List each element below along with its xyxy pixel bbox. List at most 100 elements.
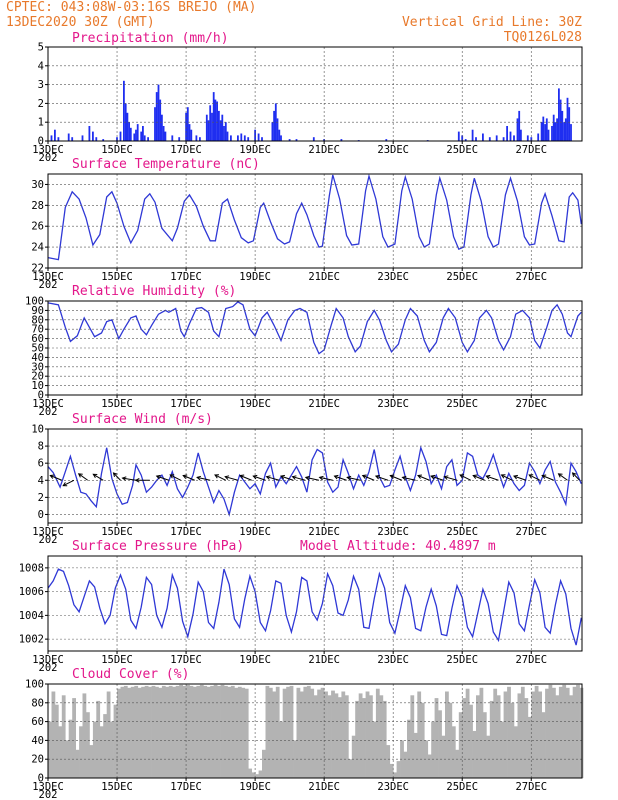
- y-tick-label: 4: [38, 475, 44, 487]
- cloud-bar: [51, 691, 56, 778]
- cloud-bar: [227, 686, 232, 778]
- panel-surface-pressure: 1002 1004 1006 1008 13DEC 15DEC 17DEC 19DEC 21DE…: [19, 539, 583, 674]
- cloud-bar: [282, 688, 287, 778]
- precip-bar: [199, 137, 201, 141]
- y-tick-label: 0: [38, 509, 44, 521]
- precip-bar: [218, 110, 220, 141]
- cloud-bar: [172, 686, 177, 778]
- x-tick-label: 15DEC: [101, 654, 133, 666]
- wind-arrowhead: [77, 473, 83, 478]
- cloud-bar: [286, 686, 290, 778]
- cloud-bar: [289, 685, 294, 778]
- y-tick-label: 30: [31, 179, 44, 191]
- cloud-bar: [68, 719, 73, 778]
- precip-bar: [209, 105, 212, 141]
- y-tick-label: 28: [31, 200, 44, 212]
- x-tick-label: 15DEC: [101, 144, 133, 156]
- precip-bar: [547, 129, 550, 141]
- precip-bar: [71, 137, 74, 141]
- wind-arrowhead: [485, 474, 491, 480]
- cloud-bar: [196, 685, 201, 778]
- x-tick-sub-label: 202: [39, 662, 58, 674]
- cloud-bar: [472, 731, 477, 778]
- precip-bar: [564, 118, 567, 141]
- x-tick-label: 27DEC: [515, 526, 547, 538]
- precip-bar: [312, 137, 315, 141]
- cloud-bar: [469, 704, 473, 778]
- cloud-bar: [54, 704, 59, 778]
- wind-vector: [292, 476, 306, 481]
- cloud-bar: [465, 688, 470, 778]
- wind-vector: [347, 476, 361, 481]
- precip-bar: [243, 135, 246, 141]
- wind-arrowhead: [430, 474, 436, 480]
- precip-bar: [464, 139, 467, 141]
- y-tick-label: 0: [38, 773, 44, 785]
- wind-arrowhead: [361, 474, 367, 479]
- cloud-bar: [258, 770, 263, 778]
- cloud-bar: [396, 761, 401, 778]
- cloud-bar: [555, 695, 560, 778]
- wind-vector: [417, 475, 430, 481]
- cloud-bar: [296, 687, 301, 778]
- series-line: [47, 173, 582, 261]
- precip-bar: [261, 137, 263, 141]
- y-tick-label: 40: [31, 735, 44, 747]
- wind-vector: [402, 476, 416, 481]
- cloud-bar: [403, 751, 408, 778]
- wind-arrowhead: [304, 475, 310, 481]
- wind-vector: [169, 474, 182, 481]
- x-tick-label: 17DEC: [170, 144, 202, 156]
- precip-bar: [457, 131, 460, 141]
- precip-bar: [226, 131, 229, 141]
- plot-frame: [47, 428, 583, 524]
- cloud-bar: [251, 772, 256, 778]
- cloud-bar: [189, 685, 194, 778]
- wind-vector: [528, 474, 541, 481]
- cloud-bar: [545, 688, 549, 778]
- cloud-bar: [241, 687, 246, 778]
- precip-bar: [178, 137, 181, 141]
- cloud-bar: [445, 691, 449, 778]
- cloud-bar: [489, 700, 494, 778]
- precip-bar: [123, 80, 125, 141]
- precip-bar: [552, 114, 555, 141]
- wind-arrowhead: [182, 474, 188, 479]
- x-tick-label: 17DEC: [170, 654, 202, 666]
- cloud-bar: [234, 687, 239, 778]
- x-tick-sub-label: 202: [39, 406, 58, 418]
- cloud-bar: [451, 726, 456, 778]
- panel-title: Surface Temperature (nC): [72, 157, 260, 172]
- x-tick-label: 21DEC: [308, 654, 340, 666]
- cloud-bar: [355, 700, 359, 778]
- x-tick-label: 21DEC: [308, 398, 340, 410]
- precip-bar: [157, 84, 160, 141]
- y-tick-label: 70: [31, 324, 44, 336]
- precip-bar: [140, 131, 143, 141]
- precip-bar: [216, 101, 218, 141]
- wind-vector: [280, 475, 294, 481]
- precip-bar: [540, 122, 543, 141]
- precip-bar: [526, 135, 529, 141]
- precip-bar: [257, 133, 260, 141]
- y-tick-label: 22: [31, 263, 44, 275]
- x-tick-label: 21DEC: [308, 526, 340, 538]
- x-tick-label: 15DEC: [101, 398, 133, 410]
- wind-arrowhead: [333, 474, 339, 480]
- precip-bar: [207, 120, 210, 141]
- wind-vector: [513, 475, 527, 481]
- cloud-bar: [458, 712, 463, 778]
- precip-bar: [164, 131, 167, 141]
- cloud-bar: [206, 686, 211, 778]
- y-tick-label: 60: [31, 716, 44, 728]
- x-tick-label: 17DEC: [170, 781, 202, 793]
- precip-bar: [142, 126, 144, 141]
- wind-vector: [558, 473, 568, 481]
- wind-arrowhead: [472, 474, 478, 479]
- panel-title: Surface Wind (m/s): [72, 412, 213, 427]
- precip-bar: [162, 126, 165, 141]
- precip-bar: [135, 129, 137, 141]
- cloud-bar: [96, 700, 101, 778]
- precip-bar: [276, 118, 279, 141]
- cloud-bar: [134, 685, 139, 778]
